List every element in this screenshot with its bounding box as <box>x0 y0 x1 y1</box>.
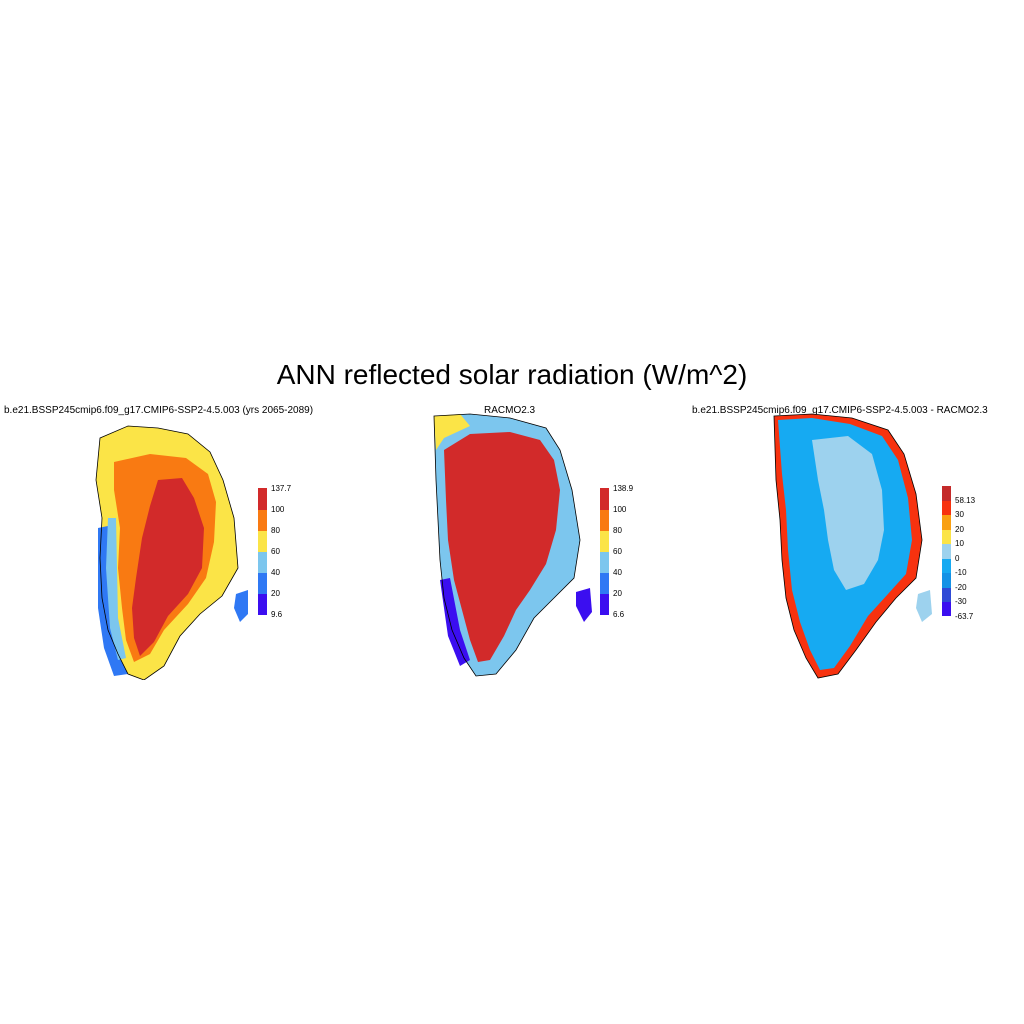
panel-2-title: RACMO2.3 <box>484 405 536 416</box>
colorbar-segment <box>942 587 951 603</box>
map-field <box>433 413 592 677</box>
colorbar-label: 20 <box>613 588 622 598</box>
colorbar-segment <box>942 572 951 588</box>
panel-2-map <box>433 413 592 677</box>
colorbar-label: -30 <box>955 597 967 607</box>
colorbar-segment <box>942 601 951 617</box>
colorbar-segment <box>942 500 951 516</box>
colorbar-label: 58.13 <box>955 495 976 505</box>
colorbar-label: 80 <box>271 525 280 535</box>
colorbar-segment <box>942 486 951 501</box>
colorbar-segment <box>600 551 609 573</box>
colorbar-label: 30 <box>955 510 964 520</box>
colorbar-segment <box>258 530 267 552</box>
colorbar-segment <box>600 530 609 552</box>
colorbar-label: 20 <box>955 524 964 534</box>
colorbar-segment <box>258 488 267 510</box>
panel-3-title: b.e21.BSSP245cmip6.f09_g17.CMIP6-SSP2-4.… <box>692 405 988 416</box>
colorbar-segment <box>258 593 267 615</box>
colorbar-label: 100 <box>271 504 285 514</box>
colorbar-segment <box>942 558 951 574</box>
panel-3-colorbar: -63.7 -30 -20 -10 0 10 20 30 58.13 <box>942 486 982 621</box>
colorbar-label: 10 <box>955 539 964 549</box>
colorbar-segment <box>942 514 951 530</box>
colorbar-segment <box>942 529 951 545</box>
colorbar-label: 6.6 <box>613 609 625 619</box>
colorbar-segment <box>600 593 609 615</box>
colorbar-segment <box>942 543 951 559</box>
colorbar-label: 100 <box>613 504 627 514</box>
colorbar-label: 0 <box>955 553 960 563</box>
colorbar-label: 9.6 <box>271 609 283 619</box>
colorbar-label: 138.9 <box>613 483 634 493</box>
map-field <box>95 425 248 680</box>
panel-3-map <box>773 413 932 679</box>
colorbar-label: 80 <box>613 525 622 535</box>
panel-1-colorbar: 9.6 20 40 60 80 100 137.7 <box>258 484 298 619</box>
colorbar-label: 40 <box>613 567 622 577</box>
colorbar-label: 20 <box>271 588 280 598</box>
panel-1-map <box>95 425 248 680</box>
figure-title: ANN reflected solar radiation (W/m^2) <box>276 359 748 390</box>
colorbar-label: 137.7 <box>271 483 292 493</box>
colorbar-segment <box>258 509 267 531</box>
colorbar-segment <box>258 551 267 573</box>
colorbar-segment <box>600 572 609 594</box>
colorbar-label: -10 <box>955 568 967 578</box>
colorbar-label: -63.7 <box>955 611 974 621</box>
colorbar-label: -20 <box>955 582 967 592</box>
colorbar-label: 60 <box>613 546 622 556</box>
panel-2-colorbar: 6.6 20 40 60 80 100 138.9 <box>600 484 640 619</box>
colorbar-label: 40 <box>271 567 280 577</box>
panel-1-title: b.e21.BSSP245cmip6.f09_g17.CMIP6-SSP2-4.… <box>4 405 314 416</box>
colorbar-segment <box>600 488 609 510</box>
map-field <box>773 413 932 679</box>
colorbar-segment <box>258 572 267 594</box>
colorbar-segment <box>600 509 609 531</box>
colorbar-label: 60 <box>271 546 280 556</box>
